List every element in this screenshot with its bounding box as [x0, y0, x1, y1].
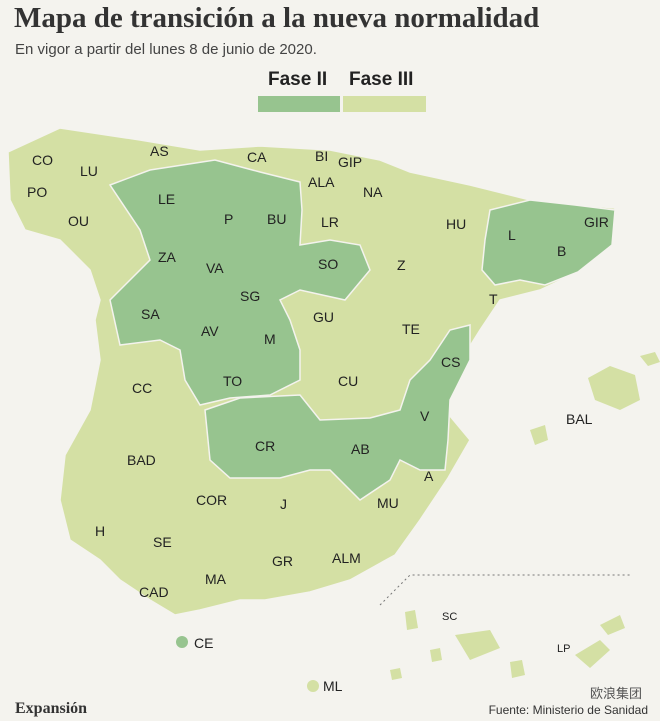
label-so: SO: [318, 256, 338, 272]
label-lu: LU: [80, 163, 98, 179]
label-sc: SC: [442, 611, 457, 623]
island-mallorca: [588, 366, 640, 410]
canary-inset-border: [379, 574, 632, 606]
label-alm: ALM: [332, 550, 361, 566]
label-ou: OU: [68, 213, 89, 229]
label-l: L: [508, 227, 516, 243]
label-ab: AB: [351, 441, 370, 457]
label-bi: BI: [315, 148, 328, 164]
label-cad: CAD: [139, 584, 169, 600]
label-t: T: [489, 291, 498, 307]
label-lr: LR: [321, 214, 339, 230]
source-note: Fuente: Ministerio de Sanidad: [488, 703, 648, 717]
label-ma: MA: [205, 571, 227, 587]
label-na: NA: [363, 184, 383, 200]
brand-logo: Expansión: [15, 700, 88, 717]
region-castilla-leon-madrid: [108, 159, 371, 406]
map-title: Mapa de transición a la nueva normalidad: [14, 2, 540, 34]
label-va: VA: [206, 260, 224, 276]
label-gip: GIP: [338, 154, 362, 170]
map-subtitle: En vigor a partir del lunes 8 de junio d…: [15, 41, 317, 58]
label-cor: COR: [196, 492, 227, 508]
label-se: SE: [153, 534, 172, 550]
island-hierro: [390, 668, 402, 680]
melilla-marker: [307, 680, 319, 692]
island-menorca: [640, 352, 660, 366]
label-ca: CA: [247, 149, 267, 165]
label-sg: SG: [240, 288, 260, 304]
label-h: H: [95, 523, 105, 539]
label-cu: CU: [338, 373, 358, 389]
legend-fase3-label: Fase III: [349, 69, 414, 90]
label-mu: MU: [377, 495, 399, 511]
region-toledo-cr-ab: [204, 324, 471, 501]
label-sa: SA: [141, 306, 160, 322]
label-te: TE: [402, 321, 420, 337]
label-za: ZA: [158, 249, 177, 265]
island-gran-canaria: [510, 660, 525, 678]
region-cataluna-partial: [481, 199, 616, 286]
label-to: TO: [223, 373, 242, 389]
label-gu: GU: [313, 309, 334, 325]
label-bu: BU: [267, 211, 286, 227]
island-lanzarote: [600, 615, 625, 635]
label-bal: BAL: [566, 411, 593, 427]
island-tenerife: [455, 630, 500, 660]
label-le: LE: [158, 191, 175, 207]
island-la-palma: [405, 610, 418, 630]
label-a: A: [424, 468, 434, 484]
label-b: B: [557, 243, 566, 259]
label-co: CO: [32, 152, 53, 168]
island-gomera: [430, 648, 442, 662]
label-po: PO: [27, 184, 47, 200]
label-cc: CC: [132, 380, 152, 396]
label-hu: HU: [446, 216, 466, 232]
label-as: AS: [150, 143, 169, 159]
watermark-text: 欧浪集团: [589, 686, 642, 701]
label-j: J: [280, 496, 287, 512]
label-z: Z: [397, 257, 406, 273]
label-cr: CR: [255, 438, 275, 454]
label-p: P: [224, 211, 233, 227]
label-ce: CE: [194, 635, 213, 651]
ceuta-marker: [176, 636, 188, 648]
legend-fase2-swatch: [258, 96, 340, 112]
label-av: AV: [201, 323, 219, 339]
island-ibiza: [530, 425, 548, 445]
label-gr: GR: [272, 553, 293, 569]
label-bad: BAD: [127, 452, 156, 468]
label-gir: GIR: [584, 214, 609, 230]
label-cs: CS: [441, 354, 460, 370]
label-m: M: [264, 331, 276, 347]
label-ala: ALA: [308, 174, 335, 190]
legend-fase2-label: Fase II: [268, 69, 328, 90]
label-v: V: [420, 408, 430, 424]
island-fuerteventura: [575, 640, 610, 668]
label-lp: LP: [557, 643, 570, 655]
label-ml: ML: [323, 678, 343, 694]
legend-fase3-swatch: [343, 96, 426, 112]
